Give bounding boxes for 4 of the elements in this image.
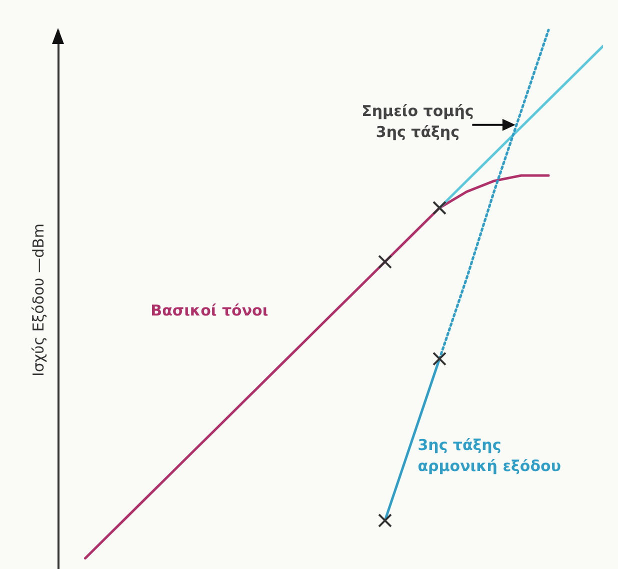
text: Βασικοί τόνοι: [150, 301, 268, 320]
annotation: Σημείο τομής 3ης τάξης: [362, 102, 474, 141]
y-axis-title: Ισχύς Εξόδου —dBm: [30, 223, 48, 377]
series-label: 3ης τάξης αρμονική εξόδου: [418, 436, 561, 476]
